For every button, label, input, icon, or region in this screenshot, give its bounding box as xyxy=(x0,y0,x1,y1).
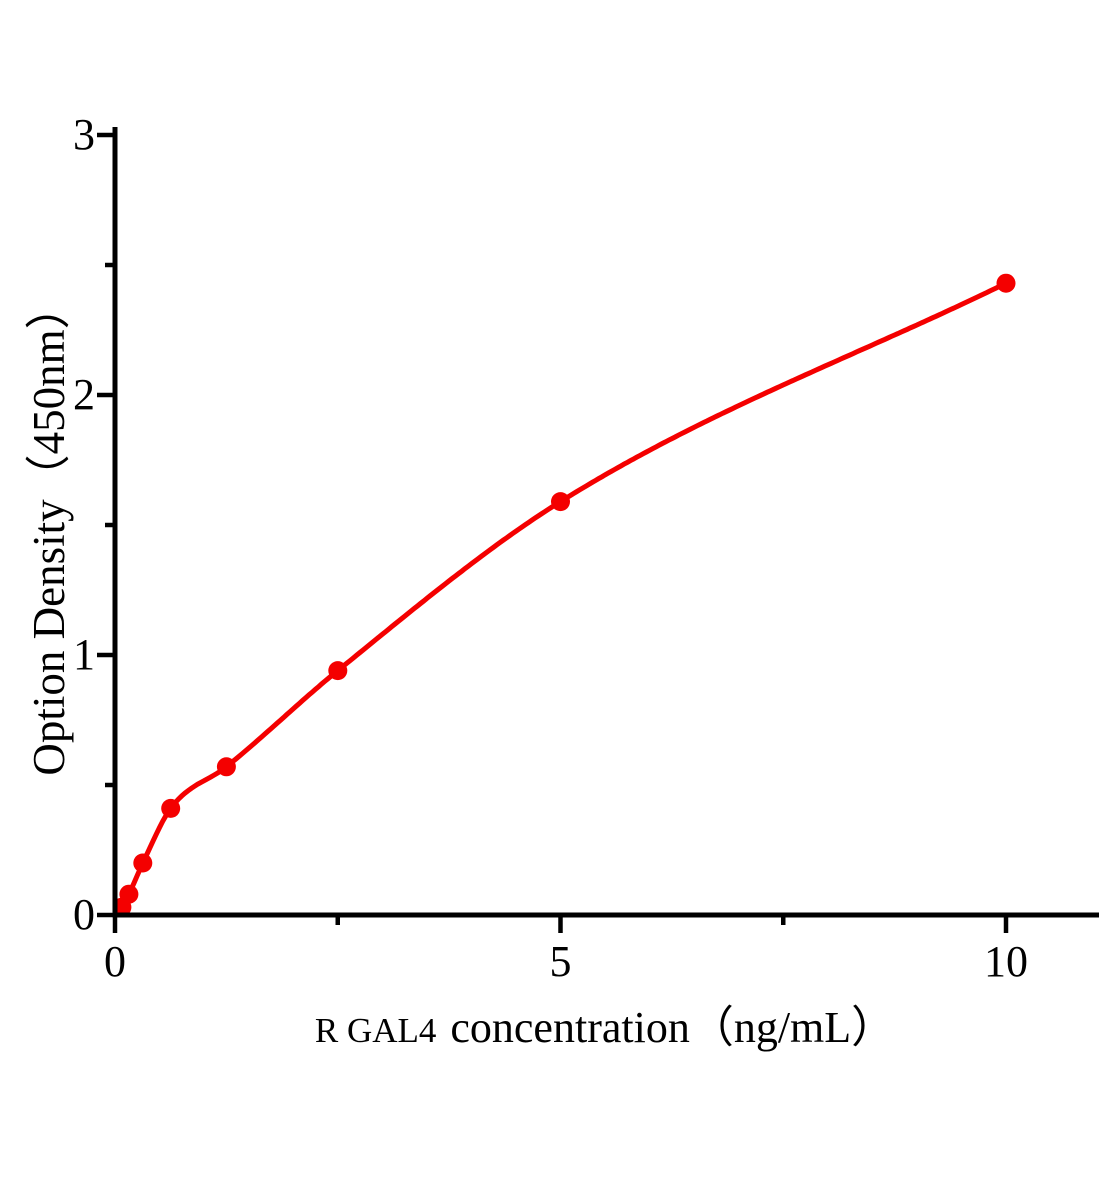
y-axis-title: Option Density（450nm） xyxy=(24,284,74,775)
x-tick-label: 0 xyxy=(104,937,126,986)
data-point xyxy=(328,661,348,681)
data-point xyxy=(216,757,236,777)
data-point xyxy=(119,884,139,904)
y-tick-label: 1 xyxy=(73,630,95,679)
fit-curve-layer xyxy=(117,280,1009,913)
y-tick-label: 2 xyxy=(73,370,95,419)
data-point-layer xyxy=(117,273,1016,913)
x-axis-title-prefix: R GAL4 xyxy=(315,1011,437,1050)
fit-curve xyxy=(117,280,1009,913)
y-tick-label: 0 xyxy=(73,890,95,939)
data-point xyxy=(551,492,570,512)
x-axis-title: R GAL4 concentration（ng/mL） xyxy=(315,1003,895,1052)
x-axis-title-main: concentration（ng/mL） xyxy=(450,1003,895,1052)
axes xyxy=(97,127,1099,933)
tick-labels: 0 5 10 0 1 2 3 xyxy=(73,110,1028,986)
x-tick-label: 5 xyxy=(550,937,572,986)
data-point xyxy=(133,853,153,873)
x-tick-label: 10 xyxy=(984,937,1028,986)
y-tick-label: 3 xyxy=(73,110,95,159)
data-point xyxy=(996,273,1016,293)
data-point xyxy=(161,798,181,818)
